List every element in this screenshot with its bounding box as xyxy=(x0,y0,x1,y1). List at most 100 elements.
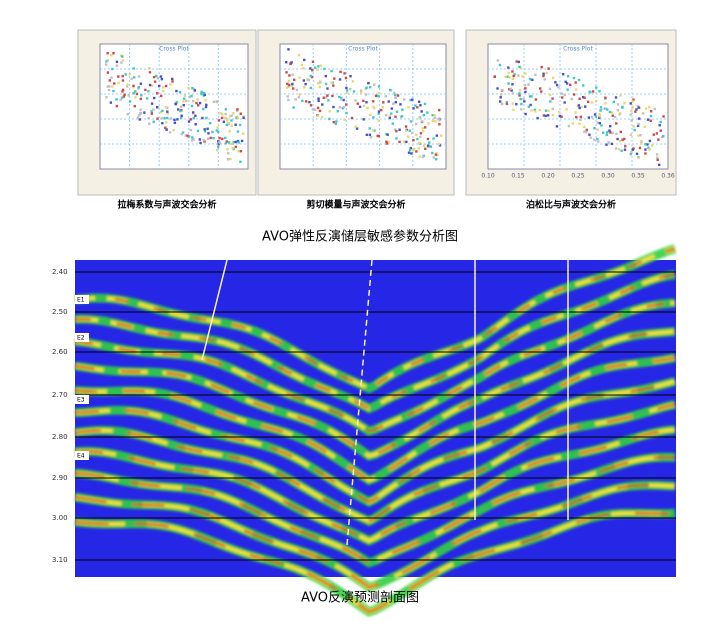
scatter-point xyxy=(496,59,500,62)
scatter-point xyxy=(561,72,565,76)
scatter-point xyxy=(203,93,206,96)
scatter-point xyxy=(433,114,436,117)
scatter-point xyxy=(566,88,569,91)
horizon-label: E3 xyxy=(77,397,85,404)
time-label: 2.70 xyxy=(52,391,68,399)
scatter-point xyxy=(172,129,175,132)
horizon-tag xyxy=(75,395,89,404)
scatter-point xyxy=(365,133,369,137)
horizon-tag xyxy=(75,295,89,304)
scatter-point xyxy=(629,133,633,137)
scatter-point xyxy=(166,110,169,113)
scatter-point xyxy=(191,111,195,114)
scatter-point xyxy=(371,100,375,103)
scatter-point xyxy=(505,102,509,106)
scatter-point xyxy=(563,101,566,104)
scatter-point xyxy=(662,115,665,118)
scatter-point xyxy=(297,95,301,99)
scatter-point xyxy=(164,126,167,130)
plot-area xyxy=(99,43,249,170)
scatter-point xyxy=(658,163,661,167)
scatter-point xyxy=(117,81,120,85)
scatter-point xyxy=(212,100,216,104)
scatter-point xyxy=(598,116,601,119)
scatter-point xyxy=(534,98,538,101)
scatter-point xyxy=(105,96,108,99)
scatter-point xyxy=(121,79,125,82)
scatter-point xyxy=(641,112,645,115)
scatter-point xyxy=(513,73,516,76)
scatter-point xyxy=(377,112,380,115)
scatter-point xyxy=(107,88,111,92)
scatter-point xyxy=(132,67,135,70)
scatter-point xyxy=(409,146,413,150)
scatter-point xyxy=(115,98,118,101)
scatter-point xyxy=(176,118,179,121)
scatter-point xyxy=(600,124,603,127)
scatter-point xyxy=(148,67,151,70)
scatter-point xyxy=(236,130,240,133)
scatter-point xyxy=(372,116,375,119)
scatter-point xyxy=(309,67,312,70)
scatter-point xyxy=(571,122,574,125)
scatter-point xyxy=(293,78,296,82)
scatter-point xyxy=(419,132,423,135)
scatter-point xyxy=(333,77,336,80)
scatter-point xyxy=(431,114,434,117)
scatter-point xyxy=(512,108,515,112)
scatter-point xyxy=(616,137,619,141)
scatter-point xyxy=(286,82,289,86)
scatter-point xyxy=(226,119,229,122)
scatter-point xyxy=(590,101,594,104)
scatter-point xyxy=(563,93,566,96)
scatter-point xyxy=(409,98,412,102)
scatter-point xyxy=(115,64,119,67)
scatter-point xyxy=(209,121,212,125)
scatter-point xyxy=(420,120,424,123)
scatter-point xyxy=(307,78,310,82)
scatter-point xyxy=(349,75,352,78)
scatter-point xyxy=(519,97,522,101)
scatter-point xyxy=(130,77,133,80)
scatter-point xyxy=(388,88,392,92)
scatter-point xyxy=(291,87,295,90)
scatter-point xyxy=(359,91,363,94)
scatter-point xyxy=(644,152,647,155)
scatter-point xyxy=(649,119,652,122)
horizon-tag xyxy=(75,333,89,342)
scatter-point xyxy=(331,94,334,98)
scatter-point xyxy=(648,139,652,143)
scatter-point xyxy=(644,148,647,151)
scatter-point xyxy=(411,131,414,135)
scatter-point xyxy=(387,140,390,144)
scatter-point xyxy=(579,118,582,121)
scatter-point xyxy=(623,148,627,151)
scatter-point xyxy=(498,100,502,103)
scatter-point xyxy=(376,134,379,138)
scatter-point xyxy=(215,100,218,103)
scatter-point xyxy=(385,133,388,136)
scatter-point xyxy=(611,114,614,117)
scatter-point xyxy=(231,142,234,146)
scatter-point xyxy=(111,85,114,88)
scatter-point xyxy=(434,153,437,156)
scatter-point xyxy=(225,123,229,127)
scatter-point xyxy=(217,142,221,146)
scatter-point xyxy=(300,63,304,67)
scatter-point xyxy=(623,101,626,105)
scatter-point xyxy=(631,148,634,151)
scatter-point xyxy=(288,74,291,77)
scatter-point xyxy=(384,113,388,117)
scatter-point xyxy=(351,80,355,83)
scatter-point xyxy=(583,130,586,134)
scatter-point xyxy=(611,131,614,135)
scatter-point xyxy=(326,87,329,90)
scatter-point xyxy=(175,89,178,93)
scatter-point xyxy=(120,96,124,99)
scatter-point xyxy=(340,98,343,101)
scatter-point xyxy=(577,104,581,107)
scatter-point xyxy=(145,97,149,100)
scatter-point xyxy=(404,125,408,128)
scatter-point xyxy=(304,100,308,103)
scatter-point xyxy=(422,144,426,147)
